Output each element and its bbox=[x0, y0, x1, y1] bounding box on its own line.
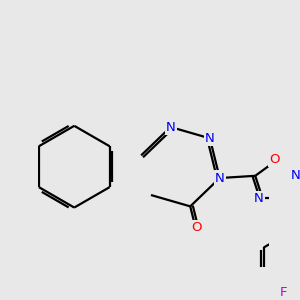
Text: N: N bbox=[254, 192, 264, 205]
Text: N: N bbox=[215, 172, 225, 184]
Text: F: F bbox=[280, 286, 287, 299]
Text: N: N bbox=[291, 169, 300, 182]
Text: N: N bbox=[205, 132, 215, 145]
Text: O: O bbox=[191, 221, 201, 234]
Text: N: N bbox=[166, 121, 176, 134]
Text: O: O bbox=[269, 153, 280, 166]
